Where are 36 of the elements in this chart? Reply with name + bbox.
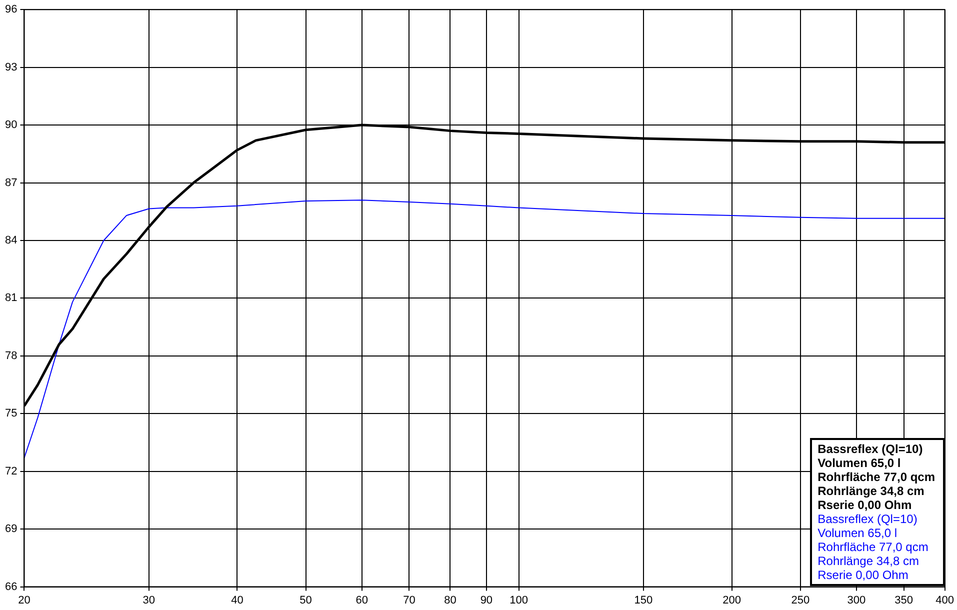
annotation: Rohrlänge 34,8 cm — [818, 484, 926, 498]
y-tick-label: 81 — [4, 292, 18, 304]
x-tick-label: 400 — [936, 594, 954, 606]
x-tick-label: 50 — [300, 594, 312, 606]
x-tick-label: 250 — [791, 594, 810, 606]
y-tick-label: 93 — [4, 61, 18, 74]
annotation: Rohrfläche 77,0 qcm — [818, 540, 930, 554]
x-tick-label: 80 — [444, 594, 456, 606]
x-tick-label: 30 — [142, 594, 155, 606]
x-tick-label: 150 — [634, 594, 653, 606]
annotation: Rserie 0,00 Ohm — [818, 498, 913, 512]
y-tick-label: 87 — [4, 176, 18, 189]
y-tick-label: 75 — [4, 408, 18, 420]
annotation: Rohrfläche 77,0 qcm — [818, 470, 935, 484]
y-tick-label: 90 — [4, 119, 18, 132]
y-tick-label: 84 — [4, 234, 18, 247]
x-tick-label: 70 — [403, 594, 416, 606]
annotation: Volumen 65,0 l — [818, 526, 898, 540]
annotation: Bassreflex (Ql=10) — [818, 442, 924, 456]
y-tick-label: 96 — [4, 4, 18, 16]
annotation: Bassreflex (Ql=10) — [818, 512, 918, 526]
annotation: Rserie 0,00 Ohm — [818, 568, 910, 582]
x-tick-label: 60 — [356, 594, 368, 606]
x-tick-label: 100 — [510, 594, 528, 606]
y-tick-label: 66 — [4, 580, 18, 593]
x-tick-label: 350 — [894, 594, 913, 606]
y-tick-label: 69 — [4, 523, 18, 536]
x-tick-label: 200 — [722, 594, 741, 606]
x-tick-label: 300 — [847, 594, 866, 606]
y-tick-label: 78 — [4, 350, 18, 362]
x-tick-label: 90 — [480, 594, 493, 606]
x-tick-label: 40 — [231, 594, 244, 606]
annotation: Volumen 65,0 l — [818, 456, 902, 470]
y-tick-label: 72 — [4, 465, 18, 478]
annotation: Rohrlänge 34,8 cm — [818, 554, 920, 568]
x-tick-label: 20 — [18, 594, 30, 606]
